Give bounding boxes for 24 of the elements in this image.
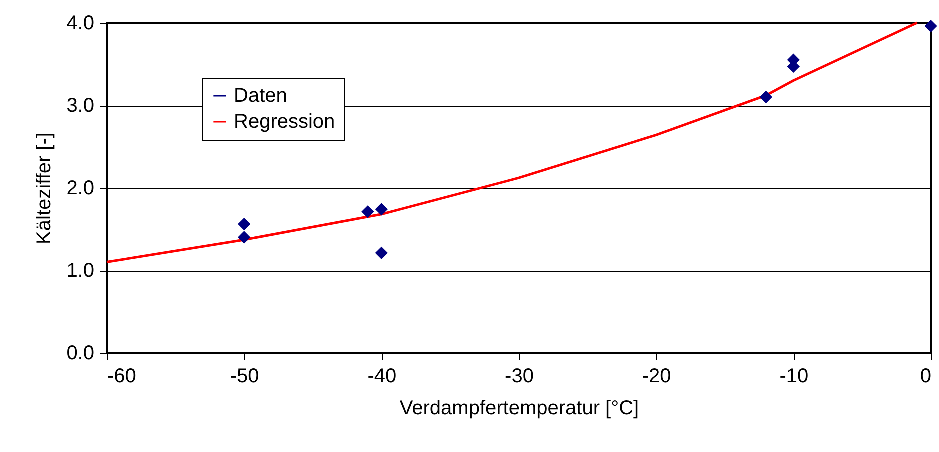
x-tick-label: 0 — [920, 366, 932, 388]
y-tick-label: 1.0 — [66, 260, 94, 282]
point — [924, 20, 938, 33]
y-tick-label: 2.0 — [66, 178, 94, 200]
y-tick-label: 0.0 — [66, 342, 94, 364]
y-tick-label: 3.0 — [66, 95, 94, 117]
point — [238, 231, 251, 244]
legend-label: Daten — [234, 85, 288, 107]
line-series — [106, 22, 919, 264]
y-axis-title: Kälteziffer [-] — [34, 132, 56, 244]
point — [375, 203, 388, 216]
point — [238, 218, 251, 231]
x-tick-label: -20 — [642, 366, 672, 388]
x-tick-label: -40 — [368, 366, 397, 388]
x-axis-title: Verdampfertemperatur [°C] — [400, 398, 640, 420]
legend-label: Regression — [234, 111, 336, 133]
point — [362, 206, 374, 218]
point — [375, 246, 388, 260]
y-tick-label: 4.0 — [66, 12, 94, 34]
x-tick-label: -10 — [780, 366, 809, 388]
point — [760, 90, 773, 104]
x-tick-label: -30 — [505, 366, 534, 388]
x-tick-label: -50 — [230, 366, 260, 388]
x-tick-label: -60 — [108, 366, 136, 388]
